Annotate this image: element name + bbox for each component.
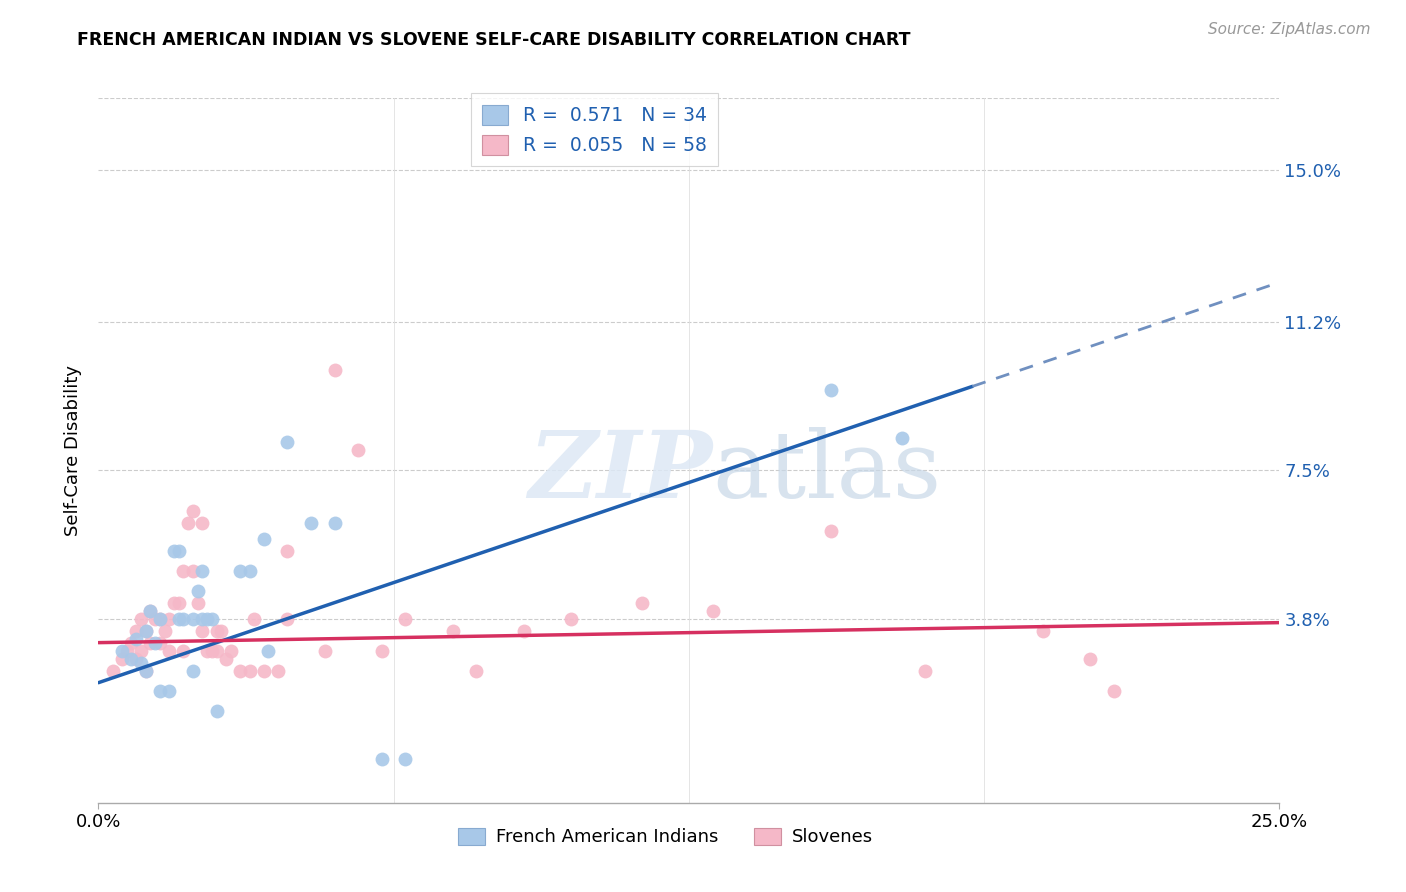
Point bbox=[630, 596, 652, 610]
Point bbox=[253, 664, 276, 678]
Point bbox=[1032, 624, 1054, 638]
Point bbox=[201, 643, 224, 657]
Point bbox=[135, 664, 157, 678]
Point bbox=[121, 651, 143, 665]
Point bbox=[276, 435, 298, 450]
Point bbox=[239, 664, 262, 678]
Point bbox=[181, 612, 204, 626]
Point bbox=[276, 612, 298, 626]
Point bbox=[143, 635, 166, 649]
Point bbox=[125, 651, 148, 665]
Point bbox=[101, 664, 124, 678]
Point bbox=[143, 612, 166, 626]
Point bbox=[121, 635, 143, 649]
Point bbox=[167, 612, 190, 626]
Point bbox=[441, 624, 464, 638]
Point bbox=[167, 596, 190, 610]
Point bbox=[323, 516, 346, 530]
Point bbox=[914, 664, 936, 678]
Point bbox=[267, 664, 290, 678]
Point bbox=[1080, 651, 1102, 665]
Point bbox=[394, 752, 416, 766]
Point bbox=[149, 683, 172, 698]
Point bbox=[111, 643, 134, 657]
Point bbox=[229, 664, 252, 678]
Point bbox=[125, 632, 148, 646]
Point bbox=[191, 516, 214, 530]
Point bbox=[229, 564, 252, 578]
Point bbox=[890, 432, 912, 446]
Y-axis label: Self-Care Disability: Self-Care Disability bbox=[65, 365, 83, 536]
Point bbox=[139, 604, 162, 618]
Legend: French American Indians, Slovenes: French American Indians, Slovenes bbox=[450, 821, 880, 854]
Point bbox=[172, 643, 194, 657]
Point bbox=[163, 596, 186, 610]
Point bbox=[195, 643, 218, 657]
Point bbox=[191, 612, 214, 626]
Point bbox=[181, 664, 204, 678]
Point bbox=[371, 643, 394, 657]
Point bbox=[191, 624, 214, 638]
Point bbox=[129, 612, 152, 626]
Point bbox=[157, 683, 180, 698]
Point bbox=[149, 635, 172, 649]
Point bbox=[135, 624, 157, 638]
Point bbox=[239, 564, 262, 578]
Point bbox=[257, 643, 280, 657]
Point bbox=[209, 624, 232, 638]
Point bbox=[177, 516, 200, 530]
Point bbox=[205, 704, 228, 718]
Point bbox=[219, 643, 242, 657]
Point bbox=[195, 612, 218, 626]
Point bbox=[172, 612, 194, 626]
Point bbox=[115, 643, 138, 657]
Point bbox=[323, 363, 346, 377]
Point bbox=[191, 564, 214, 578]
Point bbox=[820, 384, 842, 398]
Point bbox=[153, 624, 176, 638]
Point bbox=[157, 643, 180, 657]
Text: Source: ZipAtlas.com: Source: ZipAtlas.com bbox=[1208, 22, 1371, 37]
Point bbox=[215, 651, 238, 665]
Point bbox=[512, 624, 534, 638]
Point bbox=[163, 543, 186, 558]
Point bbox=[125, 624, 148, 638]
Point bbox=[253, 532, 276, 546]
Point bbox=[111, 651, 134, 665]
Point bbox=[157, 612, 180, 626]
Point bbox=[172, 564, 194, 578]
Point bbox=[149, 612, 172, 626]
Point bbox=[394, 612, 416, 626]
Point bbox=[181, 564, 204, 578]
Point bbox=[276, 543, 298, 558]
Text: atlas: atlas bbox=[713, 426, 942, 516]
Point bbox=[1102, 683, 1125, 698]
Point bbox=[187, 583, 209, 598]
Point bbox=[201, 612, 224, 626]
Point bbox=[299, 516, 322, 530]
Point bbox=[205, 624, 228, 638]
Point bbox=[139, 635, 162, 649]
Point bbox=[702, 604, 724, 618]
Point bbox=[129, 656, 152, 670]
Point bbox=[314, 643, 336, 657]
Point bbox=[129, 643, 152, 657]
Text: FRENCH AMERICAN INDIAN VS SLOVENE SELF-CARE DISABILITY CORRELATION CHART: FRENCH AMERICAN INDIAN VS SLOVENE SELF-C… bbox=[77, 31, 911, 49]
Point bbox=[167, 543, 190, 558]
Point bbox=[135, 624, 157, 638]
Point bbox=[347, 443, 370, 458]
Point bbox=[205, 643, 228, 657]
Point bbox=[465, 664, 488, 678]
Point bbox=[820, 524, 842, 538]
Point bbox=[187, 596, 209, 610]
Point bbox=[560, 612, 582, 626]
Point bbox=[371, 752, 394, 766]
Point bbox=[181, 503, 204, 517]
Point bbox=[149, 612, 172, 626]
Point bbox=[139, 604, 162, 618]
Point bbox=[243, 612, 266, 626]
Text: ZIP: ZIP bbox=[529, 426, 713, 516]
Point bbox=[135, 664, 157, 678]
